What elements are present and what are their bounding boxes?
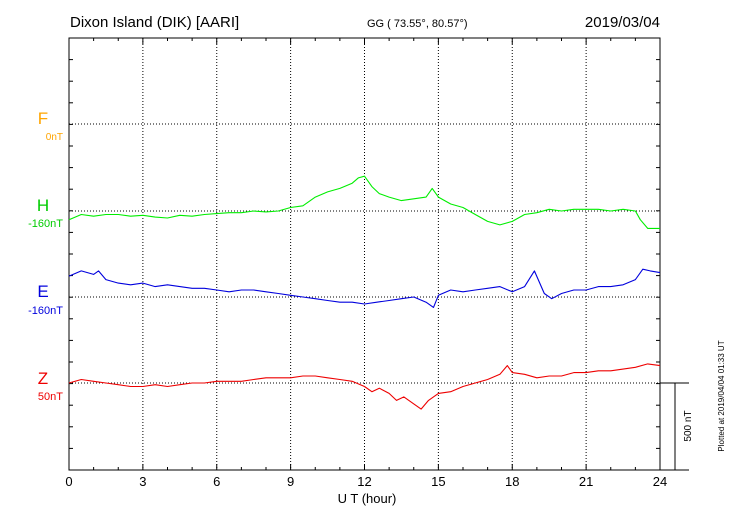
series-line-h [68, 175, 660, 229]
baseline-label-h: -160nT [28, 218, 63, 230]
series-line-e [68, 268, 661, 308]
x-tick-label: 24 [653, 474, 667, 489]
x-tick-label: 0 [65, 474, 72, 489]
x-tick-label: 18 [505, 474, 519, 489]
component-labels: F 0nT H -160nT E -160nT Z 50nT [28, 109, 63, 403]
station-title: Dixon Island (DIK) [AARI] [70, 14, 239, 31]
x-tick-label: 6 [213, 474, 220, 489]
x-tick-label: 12 [357, 474, 371, 489]
component-label-h: H [37, 196, 49, 215]
x-tick-labels: 0 3 6 9 12 15 18 21 24 [65, 474, 667, 489]
series-group [68, 175, 661, 410]
scale-bar-label: 500 nT [683, 410, 694, 441]
x-axis-label: U T (hour) [338, 491, 397, 506]
baseline-label-f: 0nT [46, 132, 63, 143]
x-tick-label: 9 [287, 474, 294, 489]
grid-lines [69, 38, 660, 470]
station-coordinates: GG ( 73.55°, 80.57°) [367, 18, 468, 30]
chart-date: 2019/03/04 [585, 14, 660, 31]
x-tick-label: 3 [139, 474, 146, 489]
x-tick-label: 21 [579, 474, 593, 489]
component-label-e: E [37, 282, 48, 301]
plotted-timestamp: Plotted at 2019/04/04 01:33 UT [717, 340, 726, 451]
component-label-z: Z [38, 369, 48, 388]
axis-ticks [68, 37, 661, 470]
baseline-label-z: 50nT [38, 391, 63, 403]
baseline-label-e: -160nT [28, 305, 63, 317]
component-label-f: F [38, 109, 48, 128]
series-line-z [68, 363, 661, 410]
x-tick-label: 15 [431, 474, 445, 489]
scale-bar: 500 nT [660, 382, 694, 471]
